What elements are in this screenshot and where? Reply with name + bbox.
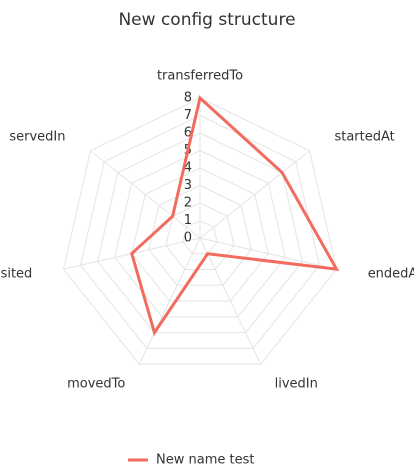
spoke <box>199 237 337 270</box>
tick-label: 8 <box>184 91 192 106</box>
series-line <box>130 95 340 337</box>
grid-ring <box>131 167 269 302</box>
axis-label: movedTo <box>67 376 125 391</box>
axis-label: livedIn <box>275 376 318 391</box>
spoke <box>199 150 310 239</box>
tick-label: 0 <box>184 231 192 246</box>
grid-ring <box>97 132 303 334</box>
tick-label: 6 <box>184 126 192 141</box>
tick-label: 3 <box>184 178 192 193</box>
axis-label: visited <box>0 267 32 282</box>
axis-label: transferredTo <box>157 69 243 84</box>
axis-label: endedAt <box>368 267 414 282</box>
tick-label: 1 <box>184 213 192 228</box>
grid-ring <box>114 149 286 318</box>
spoke <box>199 237 262 365</box>
spoke <box>138 237 201 365</box>
grid-ring <box>182 219 218 255</box>
tick-label: 2 <box>184 196 192 211</box>
legend-label: New name test <box>156 453 254 468</box>
chart-title: New config structure <box>118 10 295 30</box>
tick-label: 4 <box>184 161 192 176</box>
spoke <box>90 150 201 239</box>
grid-ring <box>165 202 235 271</box>
axis-label: servedIn <box>9 129 65 144</box>
tick-label: 7 <box>184 108 192 123</box>
axis-label: startedAt <box>334 129 394 144</box>
grid-ring <box>80 114 320 349</box>
grid-ring <box>62 97 338 365</box>
grid-ring <box>148 184 252 286</box>
